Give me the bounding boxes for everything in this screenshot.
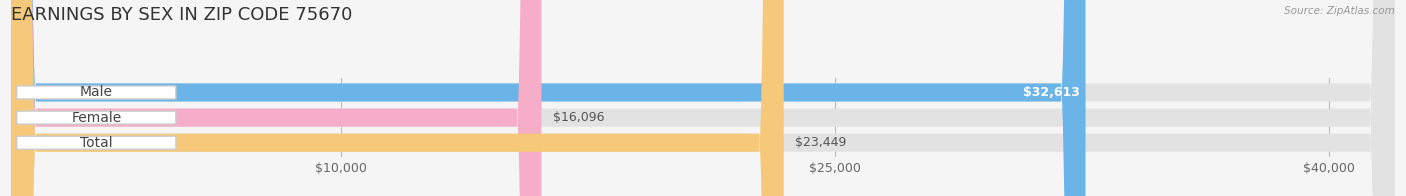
FancyBboxPatch shape [11,0,541,196]
Text: Total: Total [80,136,112,150]
Text: $23,449: $23,449 [794,136,846,149]
FancyBboxPatch shape [17,136,176,149]
Text: Male: Male [80,85,112,100]
FancyBboxPatch shape [17,86,176,99]
Text: EARNINGS BY SEX IN ZIP CODE 75670: EARNINGS BY SEX IN ZIP CODE 75670 [11,6,353,24]
FancyBboxPatch shape [11,0,783,196]
Text: $32,613: $32,613 [1024,86,1080,99]
FancyBboxPatch shape [11,0,1395,196]
Text: Source: ZipAtlas.com: Source: ZipAtlas.com [1284,6,1395,16]
Text: Female: Female [72,111,121,125]
FancyBboxPatch shape [11,0,1085,196]
Text: $16,096: $16,096 [553,111,605,124]
FancyBboxPatch shape [11,0,1395,196]
FancyBboxPatch shape [11,0,1395,196]
FancyBboxPatch shape [17,111,176,124]
